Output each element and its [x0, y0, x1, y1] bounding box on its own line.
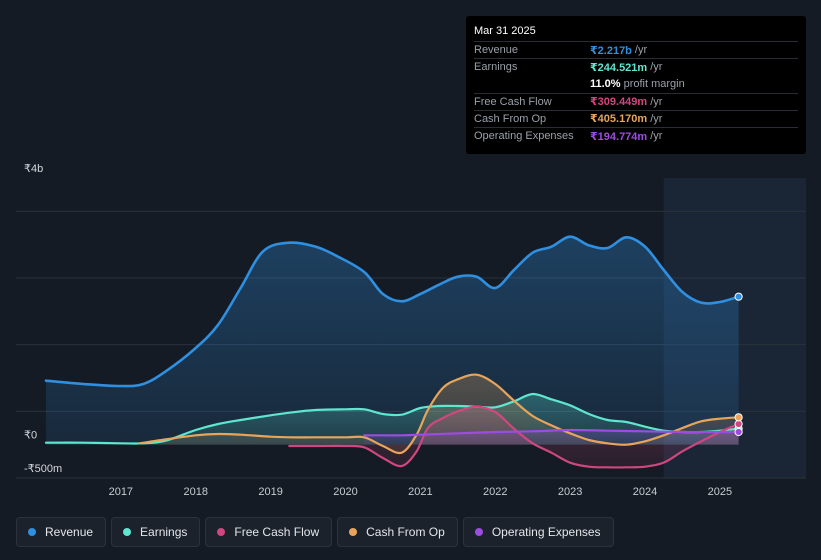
tooltip-row-profit-margin: 11.0% profit margin	[474, 75, 798, 92]
cash-from-op-end-point	[735, 414, 742, 421]
tooltip-label: Operating Expenses	[474, 130, 590, 142]
legend-dot-icon	[475, 528, 483, 536]
free-cash-flow-end-point	[735, 420, 742, 427]
x-tick-label: 2017	[109, 486, 133, 498]
legend-label: Earnings	[140, 525, 187, 539]
tooltip-value: ₹2.217b	[590, 44, 632, 57]
tooltip-label: Revenue	[474, 44, 590, 56]
x-tick-label: 2020	[333, 486, 357, 498]
x-tick-label: 2024	[633, 486, 657, 498]
tooltip-row-earnings: Earnings ₹244.521m /yr	[474, 58, 798, 75]
x-tick-label: 2018	[183, 486, 207, 498]
legend-item-revenue[interactable]: Revenue	[16, 517, 106, 547]
legend-item-free-cash-flow[interactable]: Free Cash Flow	[205, 517, 332, 547]
tooltip-row-operating-expenses: Operating Expenses ₹194.774m /yr	[474, 127, 798, 144]
x-tick-label: 2023	[558, 486, 582, 498]
x-tick-label: 2021	[408, 486, 432, 498]
revenue-area	[46, 237, 739, 445]
tooltip-unit: /yr	[650, 113, 662, 125]
tooltip-unit: /yr	[635, 44, 647, 56]
legend-item-operating-expenses[interactable]: Operating Expenses	[463, 517, 614, 547]
tooltip-value: ₹309.449m	[590, 95, 647, 108]
tooltip-unit: profit margin	[624, 78, 685, 90]
legend-dot-icon	[217, 528, 225, 536]
y-tick-label: ₹0	[24, 430, 37, 442]
tooltip-label: Cash From Op	[474, 113, 590, 125]
tooltip-value: 11.0%	[590, 78, 621, 90]
legend-label: Operating Expenses	[492, 525, 601, 539]
tooltip-value: ₹244.521m	[590, 61, 647, 74]
legend-dot-icon	[28, 528, 36, 536]
tooltip-row-cash-from-op: Cash From Op ₹405.170m /yr	[474, 110, 798, 127]
tooltip-label: Free Cash Flow	[474, 96, 590, 108]
legend-label: Cash From Op	[366, 525, 445, 539]
legend-item-earnings[interactable]: Earnings	[111, 517, 200, 547]
tooltip-unit: /yr	[650, 96, 662, 108]
x-tick-label: 2025	[708, 486, 732, 498]
x-tick-label: 2019	[258, 486, 282, 498]
revenue-end-point	[735, 293, 742, 300]
legend-item-cash-from-op[interactable]: Cash From Op	[337, 517, 458, 547]
tooltip-label: Earnings	[474, 61, 590, 73]
tooltip-row-revenue: Revenue ₹2.217b /yr	[474, 41, 798, 58]
legend: Revenue Earnings Free Cash Flow Cash Fro…	[16, 517, 614, 547]
legend-dot-icon	[349, 528, 357, 536]
tooltip-value: ₹405.170m	[590, 112, 647, 125]
operating-expenses-end-point	[735, 428, 742, 435]
tooltip-value: ₹194.774m	[590, 130, 647, 143]
x-tick-label: 2022	[483, 486, 507, 498]
tooltip-row-free-cash-flow: Free Cash Flow ₹309.449m /yr	[474, 93, 798, 110]
tooltip-unit: /yr	[650, 130, 662, 142]
legend-label: Revenue	[45, 525, 93, 539]
data-tooltip: Mar 31 2025 Revenue ₹2.217b /yr Earnings…	[466, 16, 806, 154]
y-tick-label: ₹4b	[24, 163, 43, 175]
y-tick-label: -₹500m	[24, 463, 62, 475]
tooltip-unit: /yr	[650, 61, 662, 73]
tooltip-date: Mar 31 2025	[474, 25, 798, 37]
legend-dot-icon	[123, 528, 131, 536]
legend-label: Free Cash Flow	[234, 525, 319, 539]
